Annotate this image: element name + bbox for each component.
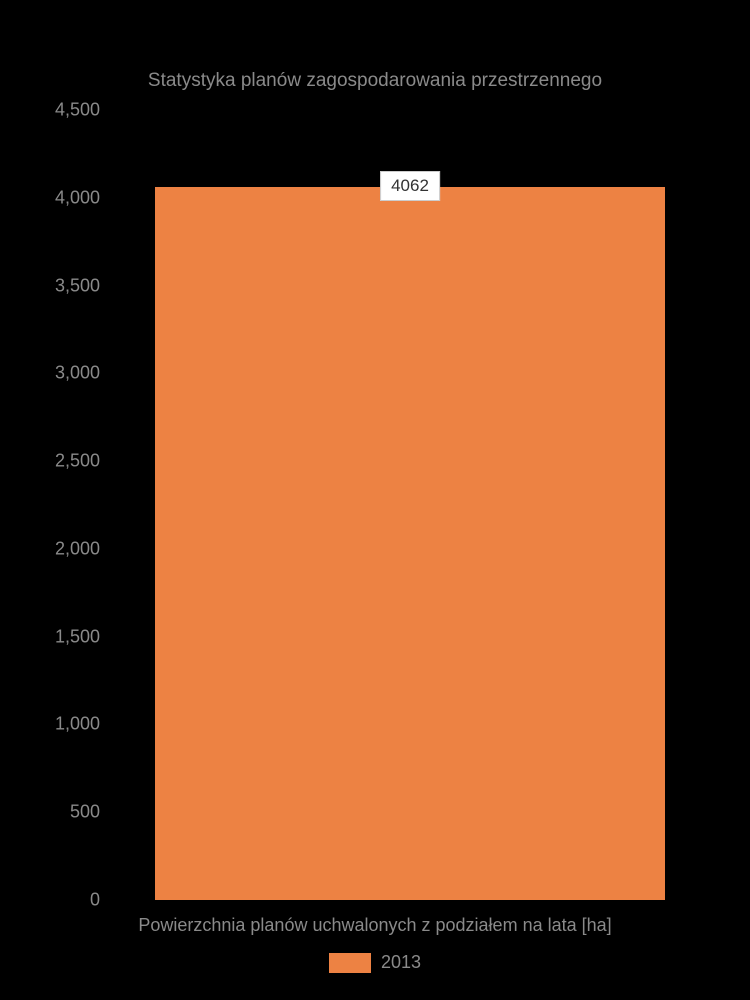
y-tick-label: 2,500 [55,451,100,472]
y-tick-label: 3,000 [55,363,100,384]
chart-title: Statystyka planów zagospodarowania przes… [0,70,750,92]
bar [155,187,665,900]
plot-area: 4062 [110,110,710,900]
y-tick-label: 4,500 [55,100,100,121]
x-axis-label: Powierzchnia planów uchwalonych z podzia… [0,915,750,936]
y-tick-label: 0 [90,890,100,911]
y-tick-label: 4,000 [55,187,100,208]
legend-label: 2013 [381,952,421,973]
y-tick-label: 1,000 [55,714,100,735]
legend-swatch [329,953,371,973]
legend: 2013 [0,952,750,973]
y-tick-label: 500 [70,802,100,823]
chart-container: Statystyka planów zagospodarowania przes… [0,0,750,1000]
bar-value-label: 4062 [380,171,440,201]
y-tick-label: 2,000 [55,538,100,559]
y-tick-label: 3,500 [55,275,100,296]
y-tick-label: 1,500 [55,626,100,647]
